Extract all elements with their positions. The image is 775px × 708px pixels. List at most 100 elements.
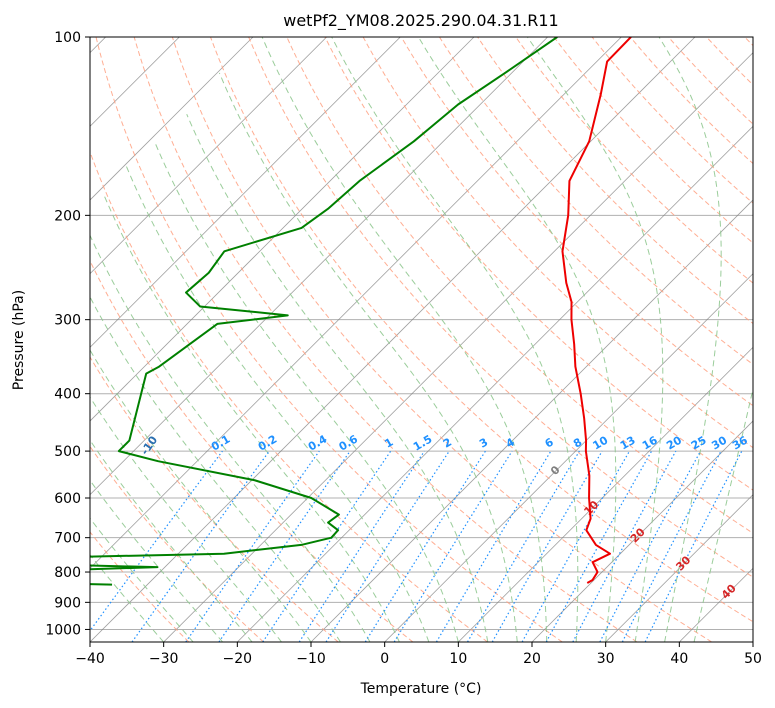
dry-adiabat-label: -20 bbox=[56, 400, 78, 424]
mixing-ratio-label: 0.4 bbox=[306, 432, 330, 453]
moist-adiabat-line bbox=[658, 37, 722, 642]
moist-adiabat-line bbox=[90, 554, 165, 642]
dry-adiabat-label: -30 bbox=[0, 365, 2, 389]
temperature-profile bbox=[561, 37, 632, 584]
chart-title: wetPf2_YM08.2025.290.04.31.R11 bbox=[283, 11, 558, 31]
y-tick-label: 600 bbox=[54, 491, 81, 507]
dry-adiabat-line bbox=[668, 37, 753, 125]
mixing-ratio-label: 16 bbox=[640, 433, 660, 452]
y-tick-label: 400 bbox=[54, 387, 81, 403]
dry-adiabat-line bbox=[90, 445, 264, 642]
isotherm-line bbox=[384, 273, 753, 642]
x-tick-label: 10 bbox=[449, 651, 467, 667]
y-tick-label: 800 bbox=[54, 565, 81, 581]
y-tick-label: 900 bbox=[54, 595, 81, 611]
moist-adiabat-line bbox=[90, 349, 312, 642]
dry-adiabat-line bbox=[515, 37, 753, 284]
dry-adiabat-line bbox=[706, 37, 753, 86]
isotherm-line bbox=[90, 37, 696, 642]
mixing-ratio-line bbox=[521, 450, 631, 642]
x-tick-label: −40 bbox=[75, 651, 105, 667]
isotherm-line bbox=[237, 125, 753, 642]
isotherm-label: 10 bbox=[581, 498, 601, 518]
mixing-ratio-label: 25 bbox=[689, 434, 709, 453]
plot-area: 0.10.20.40.611.52346810131620253036-100-… bbox=[0, 37, 753, 642]
isotherm-label: 40 bbox=[719, 582, 739, 602]
moist-adiabat-line bbox=[693, 386, 753, 642]
y-tick-label: 500 bbox=[54, 444, 81, 460]
mixing-ratio-label: 3 bbox=[477, 436, 490, 451]
dry-adiabat-line bbox=[90, 150, 488, 642]
mixing-ratio-line bbox=[466, 450, 580, 642]
dry-adiabat-line bbox=[95, 37, 563, 642]
x-axis-title: Temperature (°C) bbox=[360, 681, 482, 697]
dry-adiabat-line bbox=[133, 37, 638, 642]
isotherm-line bbox=[163, 52, 753, 642]
moist-adiabat-line bbox=[417, 37, 617, 642]
mixing-ratio-label: 36 bbox=[730, 433, 750, 452]
x-tick-label: −20 bbox=[223, 651, 253, 667]
mixing-ratio-label: 6 bbox=[543, 435, 556, 450]
isotherm-line bbox=[90, 37, 254, 201]
isotherm-label: 0 bbox=[548, 463, 563, 478]
moist-adiabat-line bbox=[90, 439, 253, 642]
moist-adiabat-line bbox=[125, 165, 430, 642]
mixing-ratio-line bbox=[185, 450, 320, 642]
isotherm-line bbox=[310, 199, 753, 642]
y-tick-label: 700 bbox=[54, 531, 81, 547]
isotherm-line bbox=[605, 494, 753, 642]
axes: −40 −30 −20 −10 0 10 20 30 40 5010020030040050060… bbox=[45, 30, 762, 667]
dry-adiabat-line bbox=[324, 37, 753, 491]
x-tick-label: −10 bbox=[296, 651, 326, 667]
dry-adiabat-line bbox=[90, 531, 190, 642]
x-tick-label: 30 bbox=[597, 651, 615, 667]
dry-adiabat-line bbox=[248, 37, 753, 578]
moist-adiabat-line bbox=[90, 295, 341, 642]
dry-adiabat-line bbox=[439, 37, 753, 366]
isotherm-line bbox=[90, 37, 401, 348]
isotherm-line bbox=[458, 346, 753, 642]
mixing-ratio-label: 20 bbox=[664, 433, 684, 452]
y-tick-label: 1000 bbox=[45, 622, 81, 638]
mixing-ratio-label: 1 bbox=[382, 436, 395, 451]
dry-adiabat-label: -10 bbox=[138, 433, 160, 457]
dry-adiabat-line bbox=[210, 37, 753, 623]
moist-adiabat-line bbox=[90, 234, 371, 642]
x-tick-label: 50 bbox=[744, 651, 762, 667]
x-tick-label: 40 bbox=[670, 651, 688, 667]
moist-adiabat-line bbox=[153, 141, 459, 642]
dry-adiabat-line bbox=[362, 37, 753, 449]
dry-adiabat-line bbox=[400, 37, 753, 407]
mixing-ratio-label: 0.1 bbox=[209, 433, 232, 454]
dry-adiabat-line bbox=[171, 37, 712, 642]
isotherm-line bbox=[679, 567, 753, 642]
mixing-ratio-label: 1.5 bbox=[411, 433, 434, 454]
isotherm-line bbox=[531, 420, 753, 642]
mixing-ratio-label: 0.2 bbox=[256, 433, 279, 454]
mixing-ratio-line bbox=[599, 450, 702, 642]
isotherm-label: 20 bbox=[628, 525, 648, 545]
moist-adiabat-line bbox=[103, 195, 400, 642]
dry-adiabat-line bbox=[591, 37, 753, 204]
isotherm-label: 30 bbox=[673, 553, 693, 573]
isotherm-line bbox=[90, 37, 548, 496]
plot-frame bbox=[89, 36, 754, 643]
y-tick-label: 200 bbox=[54, 208, 81, 224]
isotherm-line bbox=[90, 37, 475, 422]
mixing-ratio-label: 30 bbox=[709, 433, 729, 452]
dry-adiabat-line bbox=[90, 356, 339, 642]
dry-adiabat-line bbox=[90, 259, 414, 642]
moist-adiabat-line bbox=[90, 396, 282, 642]
mixing-ratio-line bbox=[435, 450, 552, 642]
moist-adiabat-line bbox=[218, 72, 518, 642]
isotherm-line bbox=[90, 37, 327, 275]
moist-adiabat-line bbox=[331, 37, 579, 642]
mixing-ratio-label: 13 bbox=[618, 434, 638, 453]
mixing-ratio-line bbox=[364, 450, 486, 642]
dry-adiabat-line bbox=[744, 37, 753, 47]
y-tick-label: 300 bbox=[54, 313, 81, 329]
mixing-ratio-label: 0.6 bbox=[337, 432, 361, 453]
moist-adiabat-line bbox=[526, 37, 664, 642]
mixing-ratio-line bbox=[325, 450, 450, 642]
dewpoint-profile bbox=[90, 37, 558, 586]
